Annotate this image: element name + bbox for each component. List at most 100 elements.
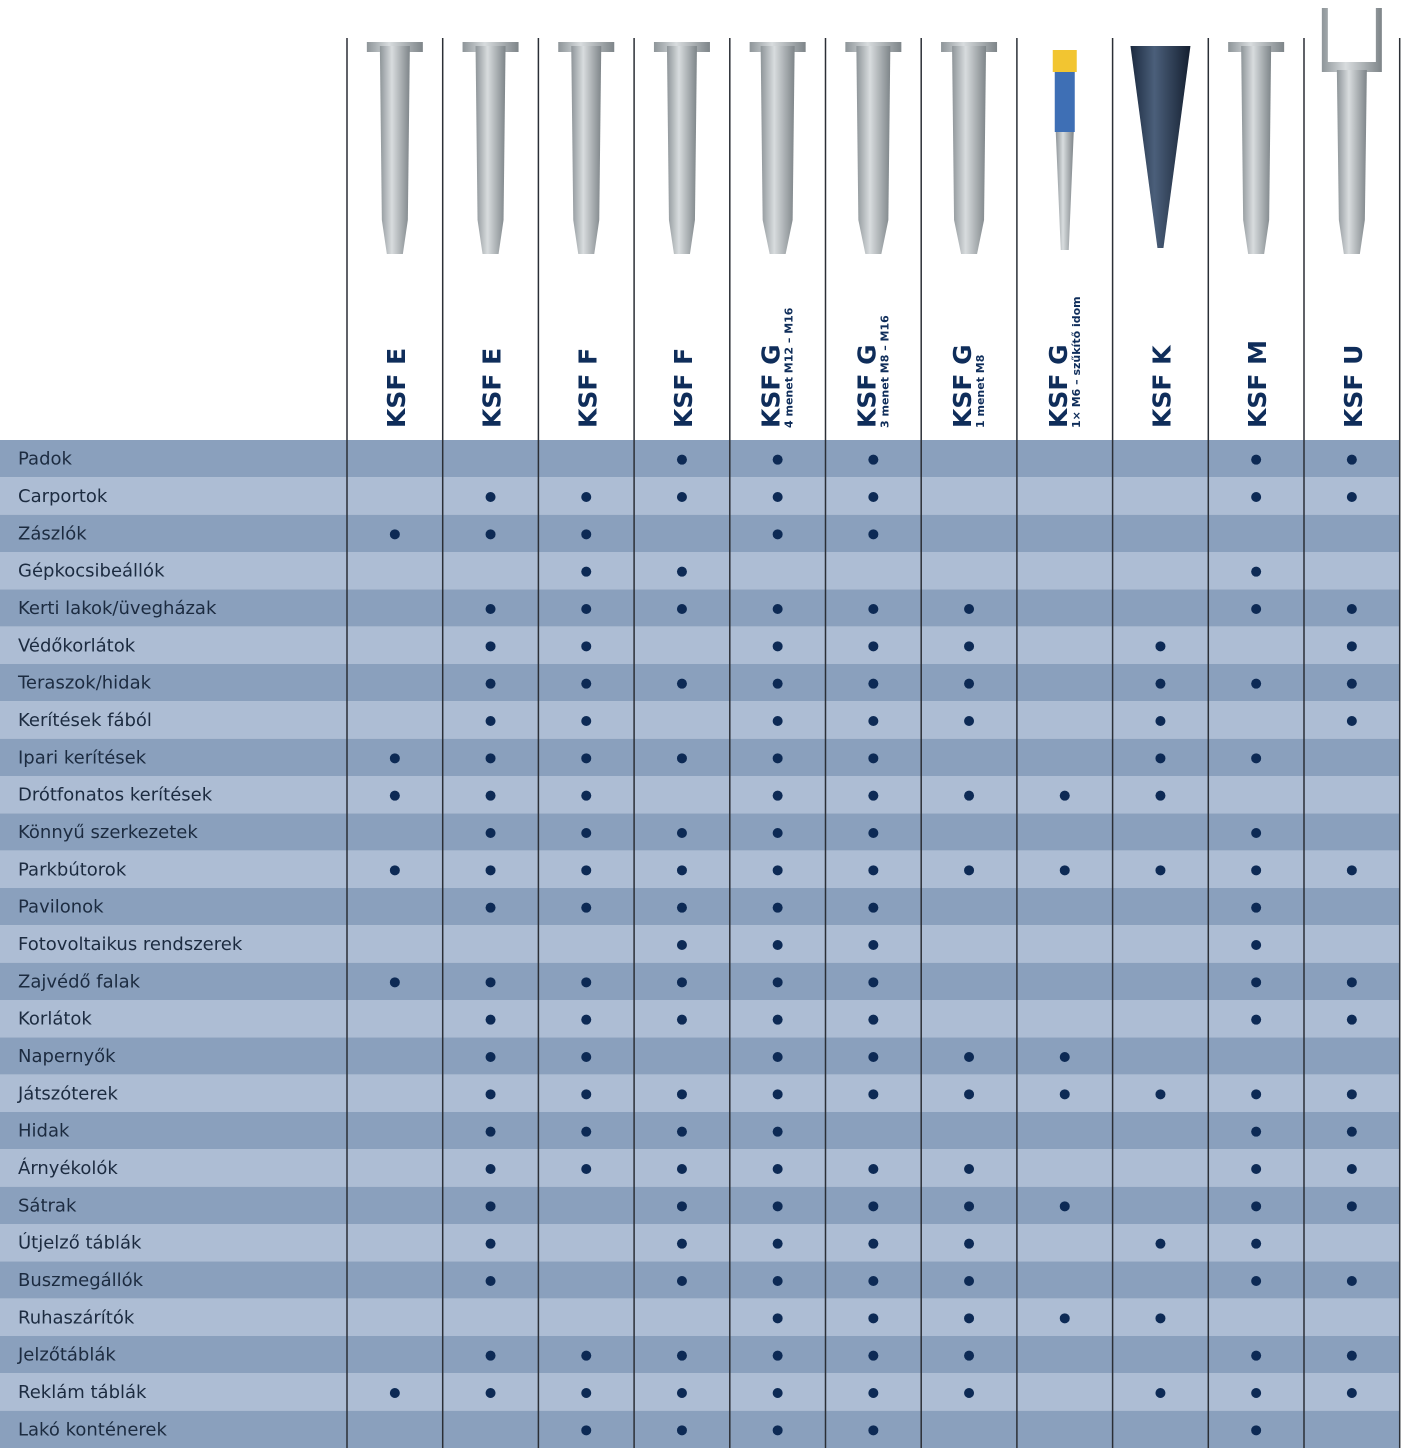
- dot: [581, 641, 591, 651]
- row-label: Ipari kerítések: [18, 747, 147, 768]
- dot: [581, 977, 591, 987]
- dot: [1251, 753, 1261, 763]
- dot: [964, 1276, 974, 1286]
- dot: [1251, 492, 1261, 502]
- dot: [581, 753, 591, 763]
- dot: [1060, 1089, 1070, 1099]
- dot: [868, 1351, 878, 1361]
- dot: [1347, 1164, 1357, 1174]
- dot: [1347, 1127, 1357, 1137]
- dot: [677, 1089, 687, 1099]
- dot: [1347, 604, 1357, 614]
- post-image: [571, 46, 601, 254]
- dot: [486, 791, 496, 801]
- column-subtitle: 1× M6 – szűkítő idom: [1070, 296, 1083, 428]
- dot: [1251, 1089, 1261, 1099]
- dot: [581, 604, 591, 614]
- row-band: [0, 477, 1400, 514]
- dot: [868, 529, 878, 539]
- dot: [1347, 1351, 1357, 1361]
- dot: [677, 828, 687, 838]
- row-label: Korlátok: [18, 1009, 92, 1030]
- dot: [868, 1201, 878, 1211]
- dot: [677, 1015, 687, 1025]
- dot: [964, 641, 974, 651]
- dot: [868, 641, 878, 651]
- dot: [581, 567, 591, 577]
- row-band: [0, 552, 1400, 589]
- dot: [773, 1164, 783, 1174]
- dot: [773, 1425, 783, 1435]
- dot: [1155, 679, 1165, 689]
- dot: [581, 1089, 591, 1099]
- dot: [677, 1239, 687, 1249]
- dot: [1347, 1089, 1357, 1099]
- column-header: KSF G1 menet M8: [948, 344, 987, 428]
- dot: [1251, 1425, 1261, 1435]
- row-band: [0, 1037, 1400, 1074]
- dot: [1347, 1388, 1357, 1398]
- dot: [868, 1388, 878, 1398]
- dot: [1155, 716, 1165, 726]
- dot: [1251, 903, 1261, 913]
- dot: [581, 716, 591, 726]
- dot: [1251, 1164, 1261, 1174]
- dot: [677, 1425, 687, 1435]
- dot: [486, 903, 496, 913]
- dot: [677, 1201, 687, 1211]
- dot: [868, 1089, 878, 1099]
- dot: [964, 1164, 974, 1174]
- dot: [1155, 865, 1165, 875]
- dot: [1155, 1239, 1165, 1249]
- dot: [677, 604, 687, 614]
- dot: [581, 1127, 591, 1137]
- row-label: Hidak: [18, 1121, 70, 1142]
- dot: [773, 753, 783, 763]
- row-band: [0, 627, 1400, 664]
- dot: [390, 865, 400, 875]
- dot: [773, 455, 783, 465]
- column-name: KSF K: [1147, 344, 1176, 428]
- row-label: Fotovoltaikus rendszerek: [18, 934, 243, 955]
- row-band: [0, 440, 1400, 477]
- row-band: [0, 515, 1400, 552]
- dot: [868, 1313, 878, 1323]
- dot: [677, 492, 687, 502]
- column-header: KSF F: [669, 348, 698, 428]
- dot: [773, 791, 783, 801]
- column-header: KSF M: [1243, 340, 1272, 428]
- dot: [1251, 977, 1261, 987]
- column-name: KSF F: [669, 348, 698, 428]
- dot: [486, 977, 496, 987]
- dot: [868, 940, 878, 950]
- column-header: KSF G4 menet M12 – M16: [757, 307, 796, 428]
- row-band: [0, 1261, 1400, 1298]
- row-band: [0, 1336, 1400, 1373]
- column-name: KSF F: [573, 348, 602, 428]
- dot: [1060, 1201, 1070, 1211]
- dot: [964, 679, 974, 689]
- dot: [1347, 641, 1357, 651]
- column-name: KSF G: [1044, 344, 1073, 428]
- dot: [677, 1276, 687, 1286]
- row-label: Napernyők: [18, 1046, 116, 1067]
- column-name: KSF M: [1243, 340, 1272, 428]
- dot: [868, 865, 878, 875]
- row-band: [0, 1149, 1400, 1186]
- dot: [868, 1425, 878, 1435]
- row-label: Carportok: [18, 486, 108, 507]
- column-subtitle: 1 menet M8: [974, 355, 987, 428]
- row-label: Lakó konténerek: [18, 1419, 167, 1440]
- dot: [773, 716, 783, 726]
- dot: [1251, 604, 1261, 614]
- row-label: Védőkorlátok: [18, 635, 136, 656]
- dot: [486, 1239, 496, 1249]
- row-band: [0, 664, 1400, 701]
- dot: [1155, 1089, 1165, 1099]
- dot: [581, 1388, 591, 1398]
- dot: [868, 1164, 878, 1174]
- dot: [1251, 865, 1261, 875]
- dot: [1347, 1276, 1357, 1286]
- dot: [486, 679, 496, 689]
- dot: [677, 865, 687, 875]
